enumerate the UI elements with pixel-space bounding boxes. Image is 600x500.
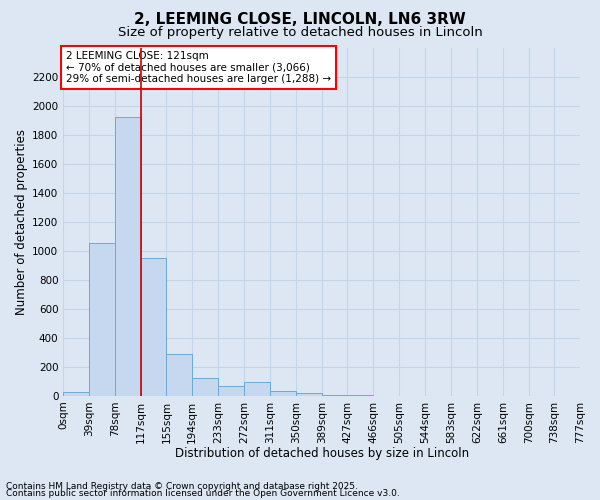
Bar <box>296 393 322 396</box>
Text: 2 LEEMING CLOSE: 121sqm
← 70% of detached houses are smaller (3,066)
29% of semi: 2 LEEMING CLOSE: 121sqm ← 70% of detache… <box>66 51 331 84</box>
Bar <box>89 244 115 396</box>
Bar <box>63 392 89 396</box>
Text: Contains HM Land Registry data © Crown copyright and database right 2025.: Contains HM Land Registry data © Crown c… <box>6 482 358 491</box>
Y-axis label: Number of detached properties: Number of detached properties <box>15 128 28 314</box>
Text: Contains public sector information licensed under the Open Government Licence v3: Contains public sector information licen… <box>6 490 400 498</box>
Bar <box>218 386 244 396</box>
Bar <box>244 382 270 396</box>
Text: 2, LEEMING CLOSE, LINCOLN, LN6 3RW: 2, LEEMING CLOSE, LINCOLN, LN6 3RW <box>134 12 466 28</box>
Bar <box>166 354 192 396</box>
Text: Size of property relative to detached houses in Lincoln: Size of property relative to detached ho… <box>118 26 482 39</box>
Bar <box>141 258 166 396</box>
Bar <box>322 395 347 396</box>
Bar <box>192 378 218 396</box>
X-axis label: Distribution of detached houses by size in Lincoln: Distribution of detached houses by size … <box>175 447 469 460</box>
Bar <box>270 391 296 396</box>
Bar <box>115 117 141 396</box>
